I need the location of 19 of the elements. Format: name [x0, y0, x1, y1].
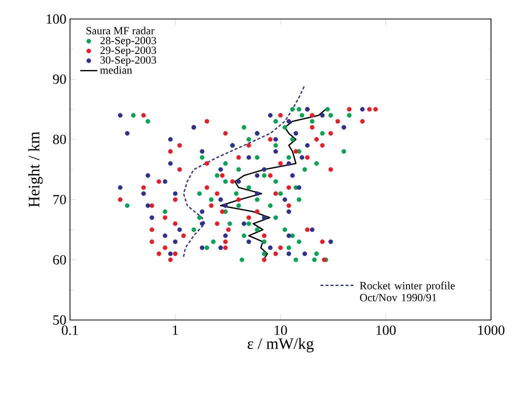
- y-tick-label: 90: [52, 74, 66, 84]
- legend-label: median: [100, 66, 132, 74]
- x-axis-title: ε / mW/kg: [248, 338, 314, 352]
- x-tick-label: 10: [274, 326, 287, 335]
- y-tick-label: 50: [53, 315, 66, 325]
- x-tick-label: 1000: [478, 326, 504, 335]
- legend-label: 28-Sep-2003: [100, 36, 156, 46]
- y-tick-label: 80: [53, 134, 66, 144]
- y-tick-label: 60: [53, 255, 66, 265]
- y-tick-label: 70: [53, 194, 66, 204]
- y-tick-label: 100: [46, 14, 66, 24]
- x-tick-label: 0.1: [62, 326, 78, 335]
- legend-label: Rocket winter profile Oct/Nov 1990/91: [360, 282, 455, 302]
- x-tick-label: 1: [172, 326, 178, 335]
- y-axis-title: Height / km: [28, 132, 43, 208]
- x-tick-label: 100: [376, 326, 396, 335]
- legend-title: Saura MF radar: [86, 26, 154, 34]
- legend-label: 30-Sep-2003: [100, 56, 156, 66]
- legend-label: 29-Sep-2003: [100, 46, 156, 56]
